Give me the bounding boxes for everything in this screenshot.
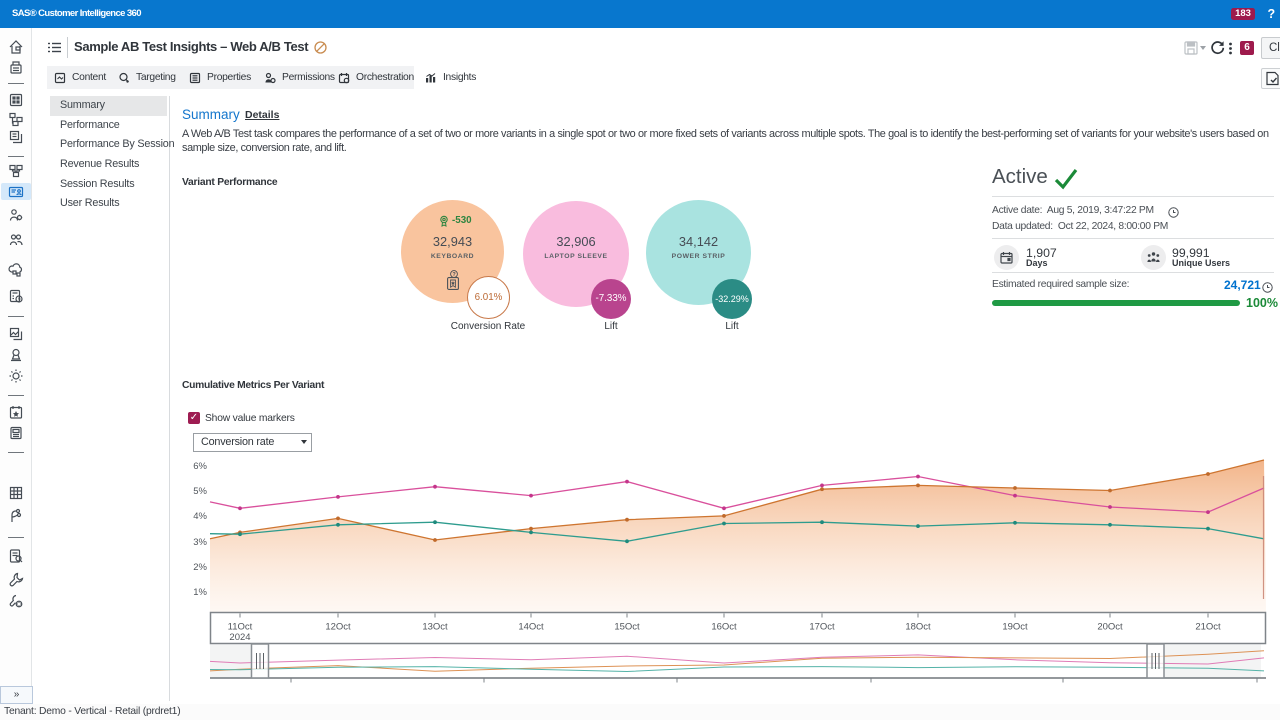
svg-text:13Oct: 13Oct [422,622,448,633]
svg-text:12Oct: 12Oct [325,622,351,633]
svg-text:4%: 4% [193,511,207,522]
svg-text:5%: 5% [193,486,207,497]
svg-text:11Oct: 11Oct [228,622,253,633]
svg-text:2024: 2024 [229,632,250,643]
svg-text:19Oct: 19Oct [1002,622,1028,633]
svg-text:14Oct: 14Oct [518,622,544,633]
svg-text:2%: 2% [193,562,207,573]
svg-text:1%: 1% [193,587,207,598]
svg-text:?: ? [452,272,456,278]
svg-text:21Oct: 21Oct [1195,622,1221,633]
svg-text:6%: 6% [193,461,207,472]
svg-text:17Oct: 17Oct [809,622,835,633]
svg-text:18Oct: 18Oct [905,622,931,633]
svg-text:16Oct: 16Oct [711,622,737,633]
svg-text:3%: 3% [193,537,207,548]
svg-text:15Oct: 15Oct [614,622,640,633]
svg-text:20Oct: 20Oct [1097,622,1123,633]
